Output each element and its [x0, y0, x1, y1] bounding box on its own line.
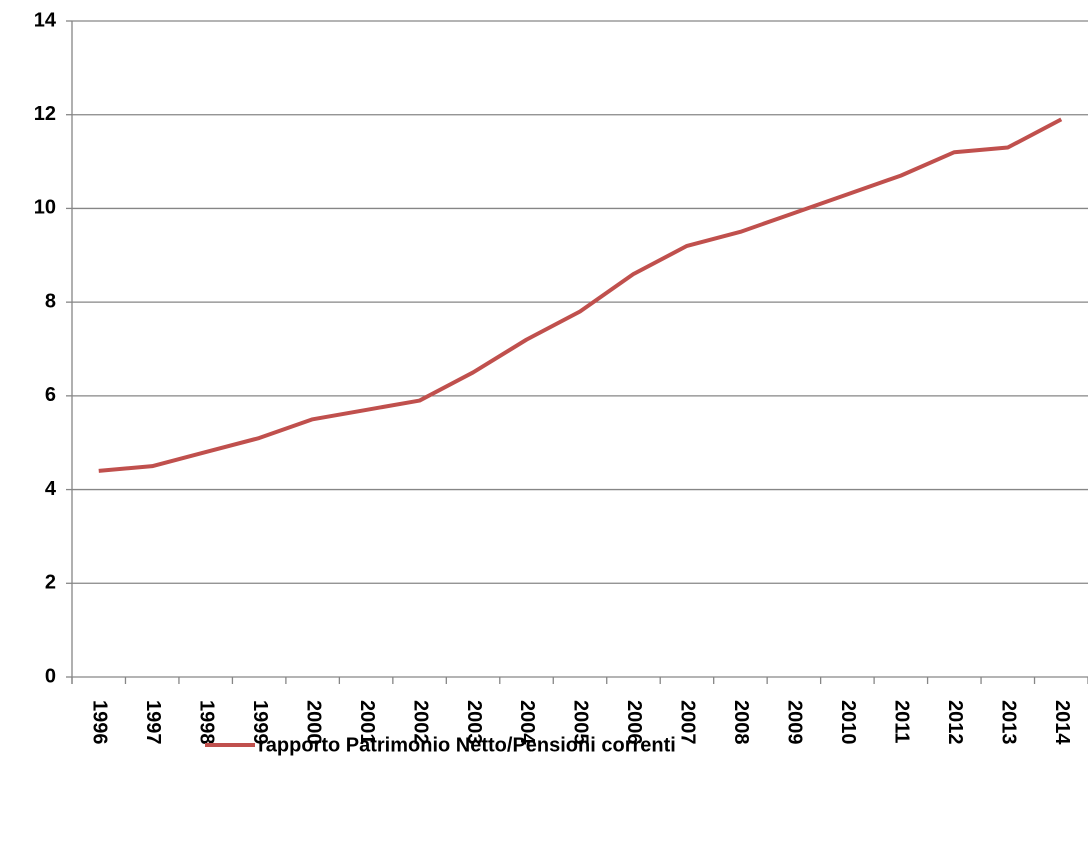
y-tick-label: 0	[45, 665, 56, 687]
x-tick-label: 1998	[195, 700, 217, 745]
y-tick-label: 12	[34, 103, 56, 125]
y-tick-label: 4	[45, 478, 57, 500]
x-tick-label: 2010	[837, 700, 859, 745]
x-tick-label: 2008	[730, 700, 752, 745]
x-tick-label: 2000	[302, 700, 324, 745]
x-tick-label: 2002	[409, 700, 431, 745]
x-tick-label: 2003	[463, 700, 485, 745]
y-tick-label: 8	[45, 290, 56, 312]
x-tick-label: 2007	[677, 700, 699, 745]
x-tick-label: 1999	[249, 700, 271, 745]
x-tick-label: 2011	[891, 700, 913, 743]
y-tick-label: 14	[34, 9, 57, 31]
x-tick-label: 2001	[356, 700, 378, 745]
x-tick-label: 2014	[1051, 700, 1073, 745]
y-tick-label: 2	[45, 572, 56, 594]
x-tick-label: 2012	[944, 700, 966, 745]
x-tick-label: 1997	[142, 700, 164, 745]
y-tick-label: 6	[45, 384, 56, 406]
x-tick-label: 2006	[623, 700, 645, 745]
x-tick-label: 2005	[570, 700, 592, 745]
line	[98, 117, 1063, 473]
x-tick-label: 1996	[88, 700, 110, 745]
x-tick-label: 2013	[998, 700, 1020, 745]
legend-label: rapporto Patrimonio Netto/Pensioni corre…	[258, 734, 676, 756]
x-tick-label: 2009	[784, 700, 806, 745]
y-tick-label: 10	[34, 197, 56, 219]
x-tick-label: 2004	[516, 700, 538, 745]
